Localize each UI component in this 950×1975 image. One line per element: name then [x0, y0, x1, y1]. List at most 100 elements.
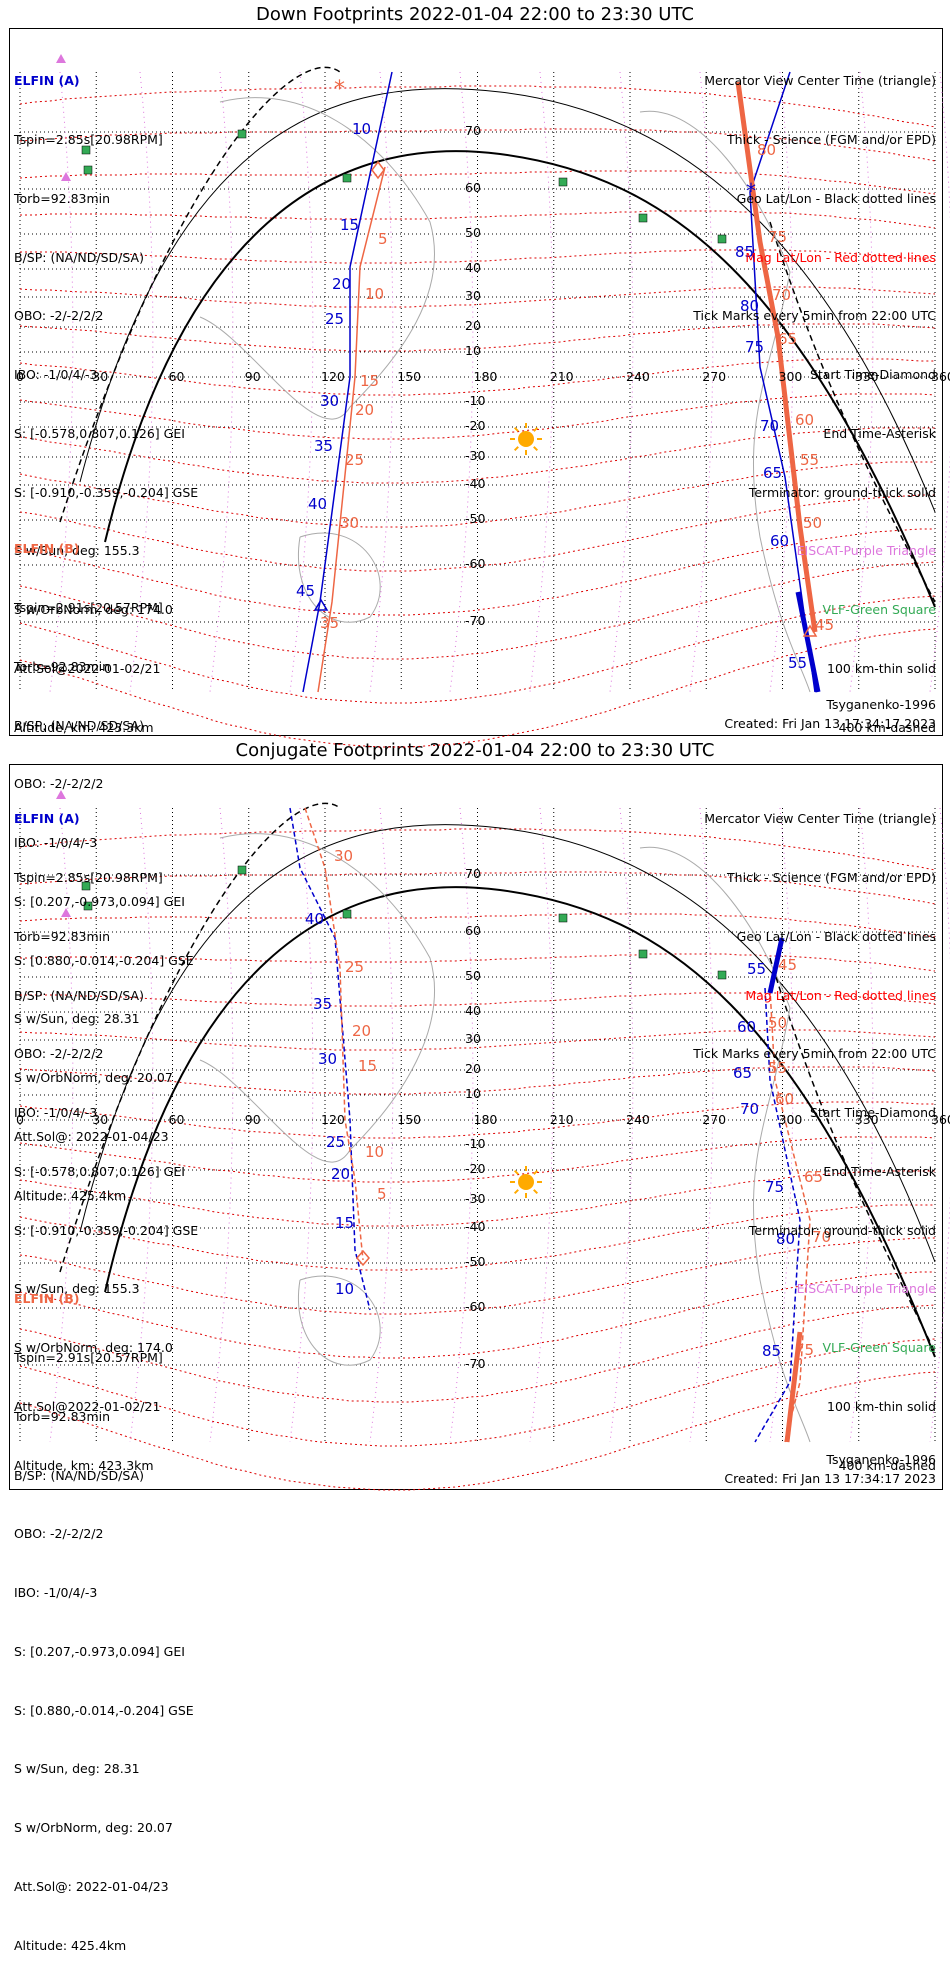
- elfin-b-s-gse: S: [0.880,-0.014,-0.204] GSE: [14, 1702, 194, 1718]
- mag-meridian: [449, 71, 474, 693]
- map-svg-down: **: [19, 54, 950, 1491]
- center-time-triangle: [802, 624, 818, 637]
- elfin-a-s-gei: S: [-0.578,0.807,0.126] GEI: [14, 425, 185, 441]
- elfin-b-altitude: Altitude: 425.4km: [14, 1187, 127, 1203]
- elfin-b-s-sun: S w/Sun, deg: 28.31: [14, 1011, 140, 1027]
- legend-item: EISCAT-Purple Triangle: [796, 543, 936, 559]
- elfin-a-ibo: IBO: -1/0/4/-3: [14, 367, 98, 383]
- terminator-ground: [104, 150, 936, 608]
- elfin-a-altitude: Altitude, km: 423.3km: [14, 1457, 154, 1473]
- mag-parallel: [19, 1101, 935, 1139]
- elfin-a-bsp: B/SP: (NA/ND/SD/SA): [14, 249, 144, 265]
- terminator-400km-west: [59, 802, 341, 1273]
- continent-outline: [199, 833, 435, 1163]
- elfin-a-science-east: [767, 937, 785, 994]
- terminator-100km: [79, 88, 936, 513]
- start-diamond: [371, 160, 385, 180]
- mag-meridian: [369, 71, 394, 693]
- legend-item: VLF-Green Square: [822, 1340, 936, 1356]
- vlf-station-square: [638, 213, 648, 223]
- elfin-b-bsp: B/SP: (NA/ND/SD/SA): [14, 717, 144, 733]
- sun-ray: [533, 1169, 539, 1175]
- legend-item: Thick - Science (FGM and/or EPD): [727, 131, 936, 147]
- elfin-a-obo: OBO: -2/-2/2/2: [14, 1046, 104, 1062]
- center-time-triangle: [313, 598, 329, 611]
- created-label-down: Created: Fri Jan 13 17:34:17 2023: [724, 716, 936, 731]
- sun-ray: [513, 446, 519, 452]
- terminator-400km-west: [59, 66, 341, 523]
- legend-item: VLF-Green Square: [822, 602, 936, 618]
- mag-parallel: [19, 1271, 935, 1359]
- elfin-a-s-sun: S w/Sun, deg: 155.3: [14, 543, 140, 559]
- elfin-b-track-west: [317, 166, 386, 693]
- mag-parallel: [19, 494, 935, 572]
- sun-icon: [518, 431, 534, 447]
- sun-icon: [518, 1174, 534, 1190]
- mag-meridian: [209, 807, 234, 1443]
- vlf-station-square: [237, 129, 247, 139]
- vlf-station-square: [342, 909, 352, 919]
- legend-item: Mag Lat/Lon - Red dotted lines: [745, 987, 936, 1003]
- terminator-400km-east: [769, 957, 936, 1353]
- mag-parallel: [19, 1371, 936, 1491]
- elfin-a-s-gei: S: [-0.578,0.807,0.126] GEI: [14, 1163, 185, 1179]
- elfin-b-attsol: Att.Sol@: 2022-01-04/23: [14, 1129, 169, 1144]
- elfin-a-torb: Torb=92.83min: [14, 928, 111, 944]
- elfin-b-bsp: B/SP: (NA/ND/SD/SA): [14, 1467, 144, 1483]
- mag-meridian: [849, 71, 874, 693]
- mag-meridian: [289, 807, 314, 1443]
- elfin-a-science-east: [795, 591, 821, 693]
- continent-outline: [298, 1275, 381, 1366]
- sun-ray: [533, 1189, 539, 1195]
- elfin-b-s-sun: S w/Sun, deg: 28.31: [14, 1761, 140, 1777]
- mag-meridian: [529, 807, 554, 1443]
- legend-item: Terminator: ground-thick solid: [748, 1222, 936, 1238]
- panel-title-down: Down Footprints 2022-01-04 22:00 to 23:3…: [256, 4, 694, 25]
- eiscat-triangle: [56, 54, 66, 63]
- mag-meridian: [929, 71, 950, 693]
- elfin-a-altitude: Altitude, km: 423.3km: [14, 719, 154, 735]
- eiscat-triangle: [56, 790, 66, 799]
- sun-ray: [513, 1169, 519, 1175]
- legend-item: End Time-Asterisk: [823, 1163, 936, 1179]
- elfin-a-info-conjugate: ELFIN (A) Tspin=2.85s[20.98RPM] Torb=92.…: [14, 770, 198, 1495]
- elfin-b-torb: Torb=92.83min: [14, 1408, 111, 1424]
- elfin-a-bsp: B/SP: (NA/ND/SD/SA): [14, 987, 144, 1003]
- elfin-b-s-gei: S: [0.207,-0.973,0.094] GEI: [14, 893, 185, 909]
- end-asterisk: *: [334, 77, 345, 102]
- legend-conjugate: Mercator View Center Time (triangle) Thi…: [693, 770, 936, 1495]
- elfin-a-header: ELFIN (A): [14, 811, 80, 827]
- terminator-100km: [79, 824, 936, 1263]
- legend-item: Thick - Science (FGM and/or EPD): [727, 869, 936, 885]
- legend-item: Mercator View Center Time (triangle): [704, 73, 936, 89]
- mag-parallel: [19, 628, 936, 748]
- mag-meridian: [289, 71, 314, 693]
- elfin-a-torb: Torb=92.83min: [14, 190, 111, 206]
- elfin-b-s-orbnorm: S w/OrbNorm, deg: 20.07: [14, 1070, 173, 1086]
- elfin-b-tspin: Tspin=2.91s[20.57RPM]: [14, 1349, 163, 1365]
- continent-outline: [199, 97, 435, 420]
- mag-meridian: [689, 71, 714, 693]
- created-label-conjugate: Created: Fri Jan 13 17:34:17 2023: [724, 1471, 936, 1486]
- mag-meridian: [129, 71, 154, 693]
- mag-parallel: [19, 528, 935, 616]
- mag-parallel: [19, 427, 935, 484]
- mag-meridian: [449, 807, 474, 1443]
- legend-item: Terminator: ground-thick solid: [748, 484, 936, 500]
- legend-item: 400 km-dashed: [838, 719, 936, 735]
- elfin-b-altitude: Altitude: 425.4km: [14, 1937, 127, 1953]
- elfin-a-tspin: Tspin=2.85s[20.98RPM]: [14, 869, 163, 885]
- vlf-station-square: [83, 901, 93, 911]
- elfin-a-track-east: [754, 987, 801, 1443]
- sun-ray: [513, 1189, 519, 1195]
- vlf-station-square: [717, 234, 727, 244]
- elfin-a-track-west: [302, 71, 393, 693]
- elfin-a-s-orbnorm: S w/OrbNorm, deg: 174.0: [14, 602, 173, 618]
- mag-meridian: [209, 71, 234, 693]
- mag-meridian: [609, 71, 634, 693]
- end-asterisk: *: [746, 179, 756, 203]
- elfin-b-science-east: [735, 81, 818, 633]
- mag-parallel: [19, 1170, 935, 1227]
- terminator-400km-east: [769, 221, 936, 603]
- elfin-a-track-east: [749, 71, 816, 693]
